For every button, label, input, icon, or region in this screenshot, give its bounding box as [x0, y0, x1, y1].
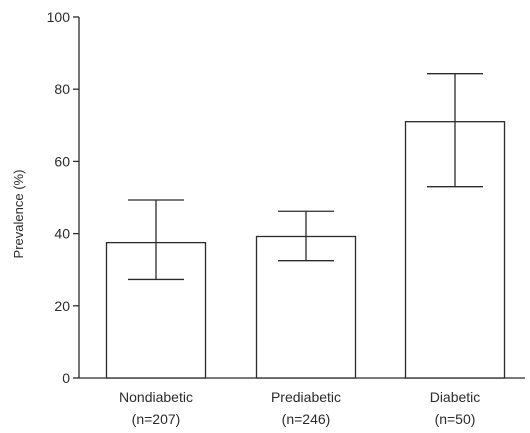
y-axis: 0 20 40 60 80 100	[47, 9, 80, 386]
category-labels: Nondiabetic (n=207) Prediabetic (n=246) Diab…	[119, 389, 480, 427]
category-sublabel: (n=207)	[132, 411, 181, 427]
category-sublabel: (n=50)	[435, 411, 476, 427]
y-tick-label: 0	[62, 370, 70, 386]
category-label: Prediabetic	[271, 389, 341, 405]
error-bar-nondiabetic	[128, 199, 184, 281]
y-tick-label: 40	[54, 226, 70, 242]
y-tick-label: 20	[54, 298, 70, 314]
y-tick-label: 80	[54, 81, 70, 97]
y-axis-title: Prevalence (%)	[11, 170, 26, 259]
error-bar-diabetic	[427, 73, 483, 188]
error-bars	[128, 73, 483, 281]
category-label: Diabetic	[430, 389, 481, 405]
y-tick-label: 100	[47, 9, 71, 25]
y-tick-label: 60	[54, 153, 70, 169]
category-label: Nondiabetic	[119, 389, 193, 405]
category-sublabel: (n=246)	[282, 411, 331, 427]
error-bar-prediabetic	[278, 210, 334, 262]
